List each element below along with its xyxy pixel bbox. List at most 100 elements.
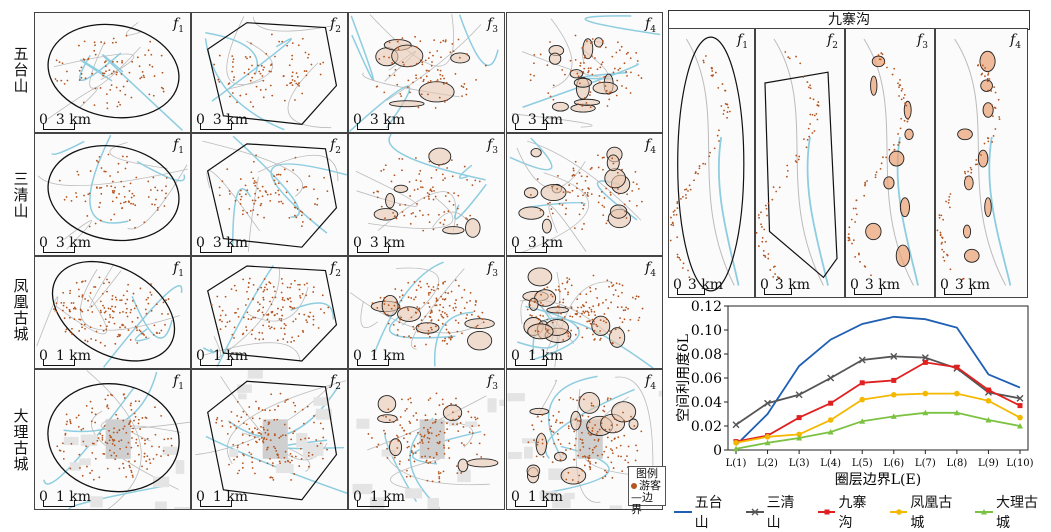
tourist-dot bbox=[80, 309, 82, 312]
tourist-dot bbox=[143, 334, 145, 336]
tourist-dot bbox=[445, 313, 448, 316]
tourist-dot bbox=[283, 99, 286, 102]
tourist-dot bbox=[272, 285, 275, 288]
tourist-dot bbox=[450, 402, 452, 405]
tourist-dot bbox=[90, 338, 93, 340]
tourist-dot bbox=[569, 315, 572, 318]
tourist-dot bbox=[764, 254, 766, 257]
tourist-dot bbox=[809, 113, 812, 116]
tourist-dot bbox=[765, 207, 768, 210]
legend-label: 五台山 bbox=[694, 495, 723, 531]
tourist-dot bbox=[589, 290, 592, 293]
tourist-dot bbox=[466, 301, 468, 304]
data-point bbox=[827, 374, 835, 382]
tourist-dot bbox=[679, 258, 682, 261]
tourist-dot bbox=[87, 193, 90, 196]
cluster-boundary bbox=[963, 248, 980, 263]
tourist-dot bbox=[886, 66, 888, 69]
tourist-dot bbox=[397, 306, 399, 309]
data-point bbox=[764, 434, 771, 440]
tourist-dot bbox=[429, 461, 432, 464]
cluster-boundary bbox=[592, 81, 618, 95]
tourist-dot bbox=[466, 313, 469, 316]
tourist-dot bbox=[293, 201, 296, 204]
data-point bbox=[859, 396, 866, 403]
map-line bbox=[211, 38, 292, 102]
tourist-dot bbox=[258, 438, 261, 441]
tourist-dot bbox=[609, 191, 612, 194]
boundary-ellipse bbox=[47, 144, 180, 242]
tourist-dot bbox=[117, 101, 120, 104]
tourist-dot bbox=[99, 300, 102, 303]
tourist-dot bbox=[258, 417, 261, 420]
tourist-dot bbox=[248, 434, 251, 437]
tourist-dot bbox=[130, 402, 132, 405]
tourist-dot bbox=[91, 469, 93, 472]
tourist-dot bbox=[250, 333, 253, 336]
tourist-dot bbox=[461, 95, 463, 97]
tourist-dot bbox=[132, 476, 134, 478]
tourist-dot bbox=[282, 338, 285, 340]
tourist-dot bbox=[78, 44, 80, 47]
tourist-dot bbox=[630, 415, 632, 418]
tourist-dot bbox=[457, 194, 460, 197]
tourist-dot bbox=[607, 397, 609, 400]
tourist-dot bbox=[431, 311, 433, 313]
tourist-dot bbox=[573, 458, 576, 461]
map-line bbox=[214, 267, 280, 361]
tourist-dot bbox=[139, 330, 142, 333]
data-point bbox=[796, 415, 802, 421]
tourist-dot bbox=[442, 470, 445, 473]
tourist-dot bbox=[964, 172, 967, 175]
tourist-dot bbox=[599, 66, 602, 69]
tourist-dot bbox=[93, 41, 96, 44]
tourist-dot bbox=[126, 315, 129, 318]
tourist-dot bbox=[380, 170, 383, 172]
tourist-dot bbox=[121, 207, 124, 209]
tourist-dot bbox=[89, 292, 92, 294]
tourist-dot bbox=[552, 84, 555, 87]
tourist-dot bbox=[412, 325, 415, 328]
tourist-dot bbox=[145, 312, 148, 315]
tourist-dot bbox=[423, 434, 426, 437]
tourist-dot bbox=[66, 420, 69, 423]
tourist-dot bbox=[429, 51, 431, 54]
tourist-dot bbox=[593, 310, 596, 313]
tourist-dot bbox=[597, 304, 600, 307]
map-panel: f2 0 1 km bbox=[191, 256, 348, 369]
tourist-dot bbox=[395, 301, 398, 303]
tourist-dot bbox=[711, 75, 714, 77]
tourist-dot bbox=[307, 315, 310, 318]
panel-f-letter: f bbox=[827, 32, 833, 48]
tourist-dot bbox=[448, 304, 451, 307]
tourist-dot bbox=[237, 420, 240, 423]
tourist-dot bbox=[443, 211, 446, 213]
tourist-dot bbox=[219, 314, 222, 317]
map-line bbox=[213, 336, 222, 358]
tourist-dot bbox=[537, 441, 539, 444]
tourist-dot bbox=[253, 436, 256, 439]
tourist-dot bbox=[420, 435, 423, 438]
tourist-dot bbox=[257, 310, 259, 313]
tourist-dot bbox=[984, 75, 986, 78]
tourist-dot bbox=[89, 170, 92, 172]
tourist-dot bbox=[880, 162, 883, 165]
tourist-dot bbox=[442, 179, 445, 182]
tourist-dot bbox=[702, 61, 705, 64]
tourist-dot bbox=[718, 140, 720, 142]
map-line bbox=[584, 15, 661, 36]
tourist-dot bbox=[115, 73, 118, 76]
tourist-dot bbox=[427, 302, 430, 305]
scale-bar-line bbox=[43, 359, 75, 366]
tourist-dot bbox=[418, 173, 421, 175]
tourist-dot bbox=[687, 269, 689, 272]
tourist-dot bbox=[470, 442, 472, 445]
map-line bbox=[89, 40, 141, 89]
tourist-dot bbox=[285, 399, 287, 401]
tourist-dot bbox=[625, 53, 628, 55]
tourist-dot bbox=[447, 192, 450, 194]
tourist-dot bbox=[110, 185, 113, 188]
tourist-dot bbox=[150, 53, 153, 56]
tourist-dot bbox=[132, 292, 135, 295]
tourist-dot bbox=[591, 41, 593, 44]
